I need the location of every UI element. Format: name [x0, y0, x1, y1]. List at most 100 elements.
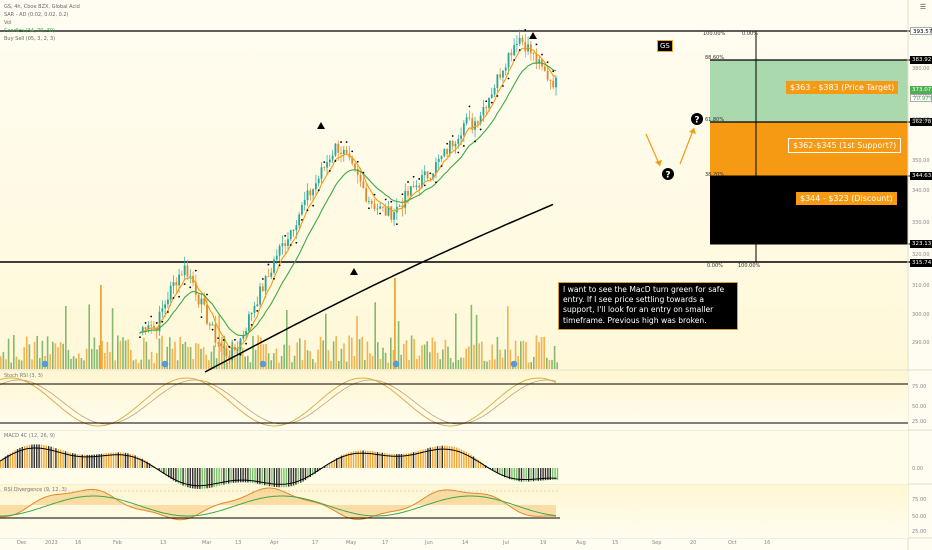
- candle-body: [518, 37, 521, 44]
- macd-bar: [472, 456, 475, 468]
- volume-bar: [312, 359, 314, 369]
- macd-bar: [74, 453, 76, 468]
- candle-body: [356, 168, 359, 175]
- macd-histogram: [0, 444, 559, 489]
- settings-icon[interactable]: ☰: [919, 3, 927, 11]
- macd-bar: [98, 454, 100, 468]
- moving-average-line: [139, 62, 557, 337]
- macd-bar: [72, 453, 74, 468]
- candles: [139, 29, 557, 365]
- macd-bar: [14, 450, 16, 468]
- candle-body: [398, 205, 401, 207]
- candle-body: [264, 276, 267, 292]
- macd-bar: [146, 461, 148, 468]
- candle-body: [354, 163, 356, 169]
- volume-bar: [91, 348, 93, 369]
- volume-bar: [548, 359, 551, 369]
- volume-bar: [494, 359, 496, 369]
- macd-bar: [324, 466, 326, 468]
- macd-bar: [307, 468, 309, 479]
- sar-dot: [312, 204, 315, 207]
- axis-tick-label: 25.00: [912, 529, 927, 535]
- volume-bar: [288, 345, 291, 369]
- candle-body: [423, 171, 426, 176]
- macd-bar: [223, 468, 225, 485]
- candle-body: [504, 67, 507, 71]
- time-axis-label: 19: [540, 540, 547, 546]
- macd-bar: [91, 454, 93, 468]
- macd-bar: [506, 468, 508, 479]
- candle-body: [476, 121, 479, 124]
- sar-dot: [295, 241, 298, 244]
- macd-bar: [508, 468, 511, 480]
- macd-bar: [312, 468, 314, 476]
- macd-bar: [292, 468, 295, 486]
- sar-dot: [328, 170, 331, 172]
- macd-bar: [86, 454, 88, 468]
- sar-dot: [206, 293, 208, 296]
- sar-dot: [234, 338, 236, 341]
- volume-bar: [104, 353, 106, 369]
- axis-tick-label: 370.00: [912, 93, 930, 99]
- candle-body: [485, 107, 488, 108]
- macd-bar: [148, 463, 151, 468]
- candle-body: [211, 324, 214, 326]
- candle-body: [267, 276, 270, 277]
- volume-bar: [291, 362, 293, 369]
- sar-dots: [139, 29, 555, 356]
- macd-bar: [494, 468, 496, 472]
- volume-bar: [296, 342, 298, 369]
- macd-bar: [405, 453, 407, 468]
- candle-body: [147, 325, 150, 330]
- candle-body: [281, 243, 284, 247]
- candle-body: [418, 185, 421, 188]
- price-tag: 315.74: [910, 259, 932, 267]
- macd-bar: [254, 468, 256, 484]
- candle-body: [516, 43, 518, 46]
- price-tag: 383.92: [910, 56, 932, 64]
- macd-bar: [333, 459, 335, 468]
- volume-bar: [101, 340, 103, 369]
- candle-body: [289, 230, 292, 240]
- volume-bar: [65, 305, 67, 369]
- sar-dot: [418, 178, 421, 180]
- volume-bar: [153, 362, 155, 369]
- candle-body: [292, 230, 295, 231]
- macd-bar: [336, 458, 338, 468]
- candle-body: [435, 162, 437, 174]
- time-axis-label: Jul: [503, 540, 510, 546]
- candle-body: [295, 225, 298, 231]
- macd-bar: [482, 463, 484, 468]
- candle-body: [499, 74, 502, 78]
- event-marker-icon: [41, 360, 49, 368]
- candle-body: [236, 349, 239, 351]
- volume-bar: [520, 341, 522, 369]
- triangle-marker: [317, 122, 325, 129]
- volume-bar: [481, 341, 483, 369]
- macd-bar: [309, 468, 311, 478]
- volume-bar: [283, 344, 285, 369]
- candle-body: [407, 191, 409, 196]
- sar-dot: [407, 181, 409, 183]
- volume-bar: [348, 335, 350, 369]
- macd-bar: [516, 468, 518, 481]
- candle-body: [359, 174, 362, 182]
- macd-bar: [554, 468, 556, 481]
- macd-bar: [21, 446, 23, 468]
- macd-bar: [192, 468, 194, 489]
- sar-dot: [144, 322, 147, 324]
- volume-bar: [187, 346, 189, 369]
- candle-body: [474, 121, 476, 130]
- candle-body: [247, 314, 250, 332]
- macd-bar: [112, 452, 115, 468]
- macd-bar: [456, 447, 458, 468]
- candle-body: [225, 348, 228, 357]
- macd-bar: [211, 468, 213, 488]
- macd-bar: [326, 464, 328, 468]
- candle-body: [370, 200, 373, 204]
- macd-bar: [43, 445, 45, 468]
- macd-bar: [355, 450, 357, 468]
- macd-bar: [304, 468, 307, 481]
- macd-bar: [69, 452, 71, 468]
